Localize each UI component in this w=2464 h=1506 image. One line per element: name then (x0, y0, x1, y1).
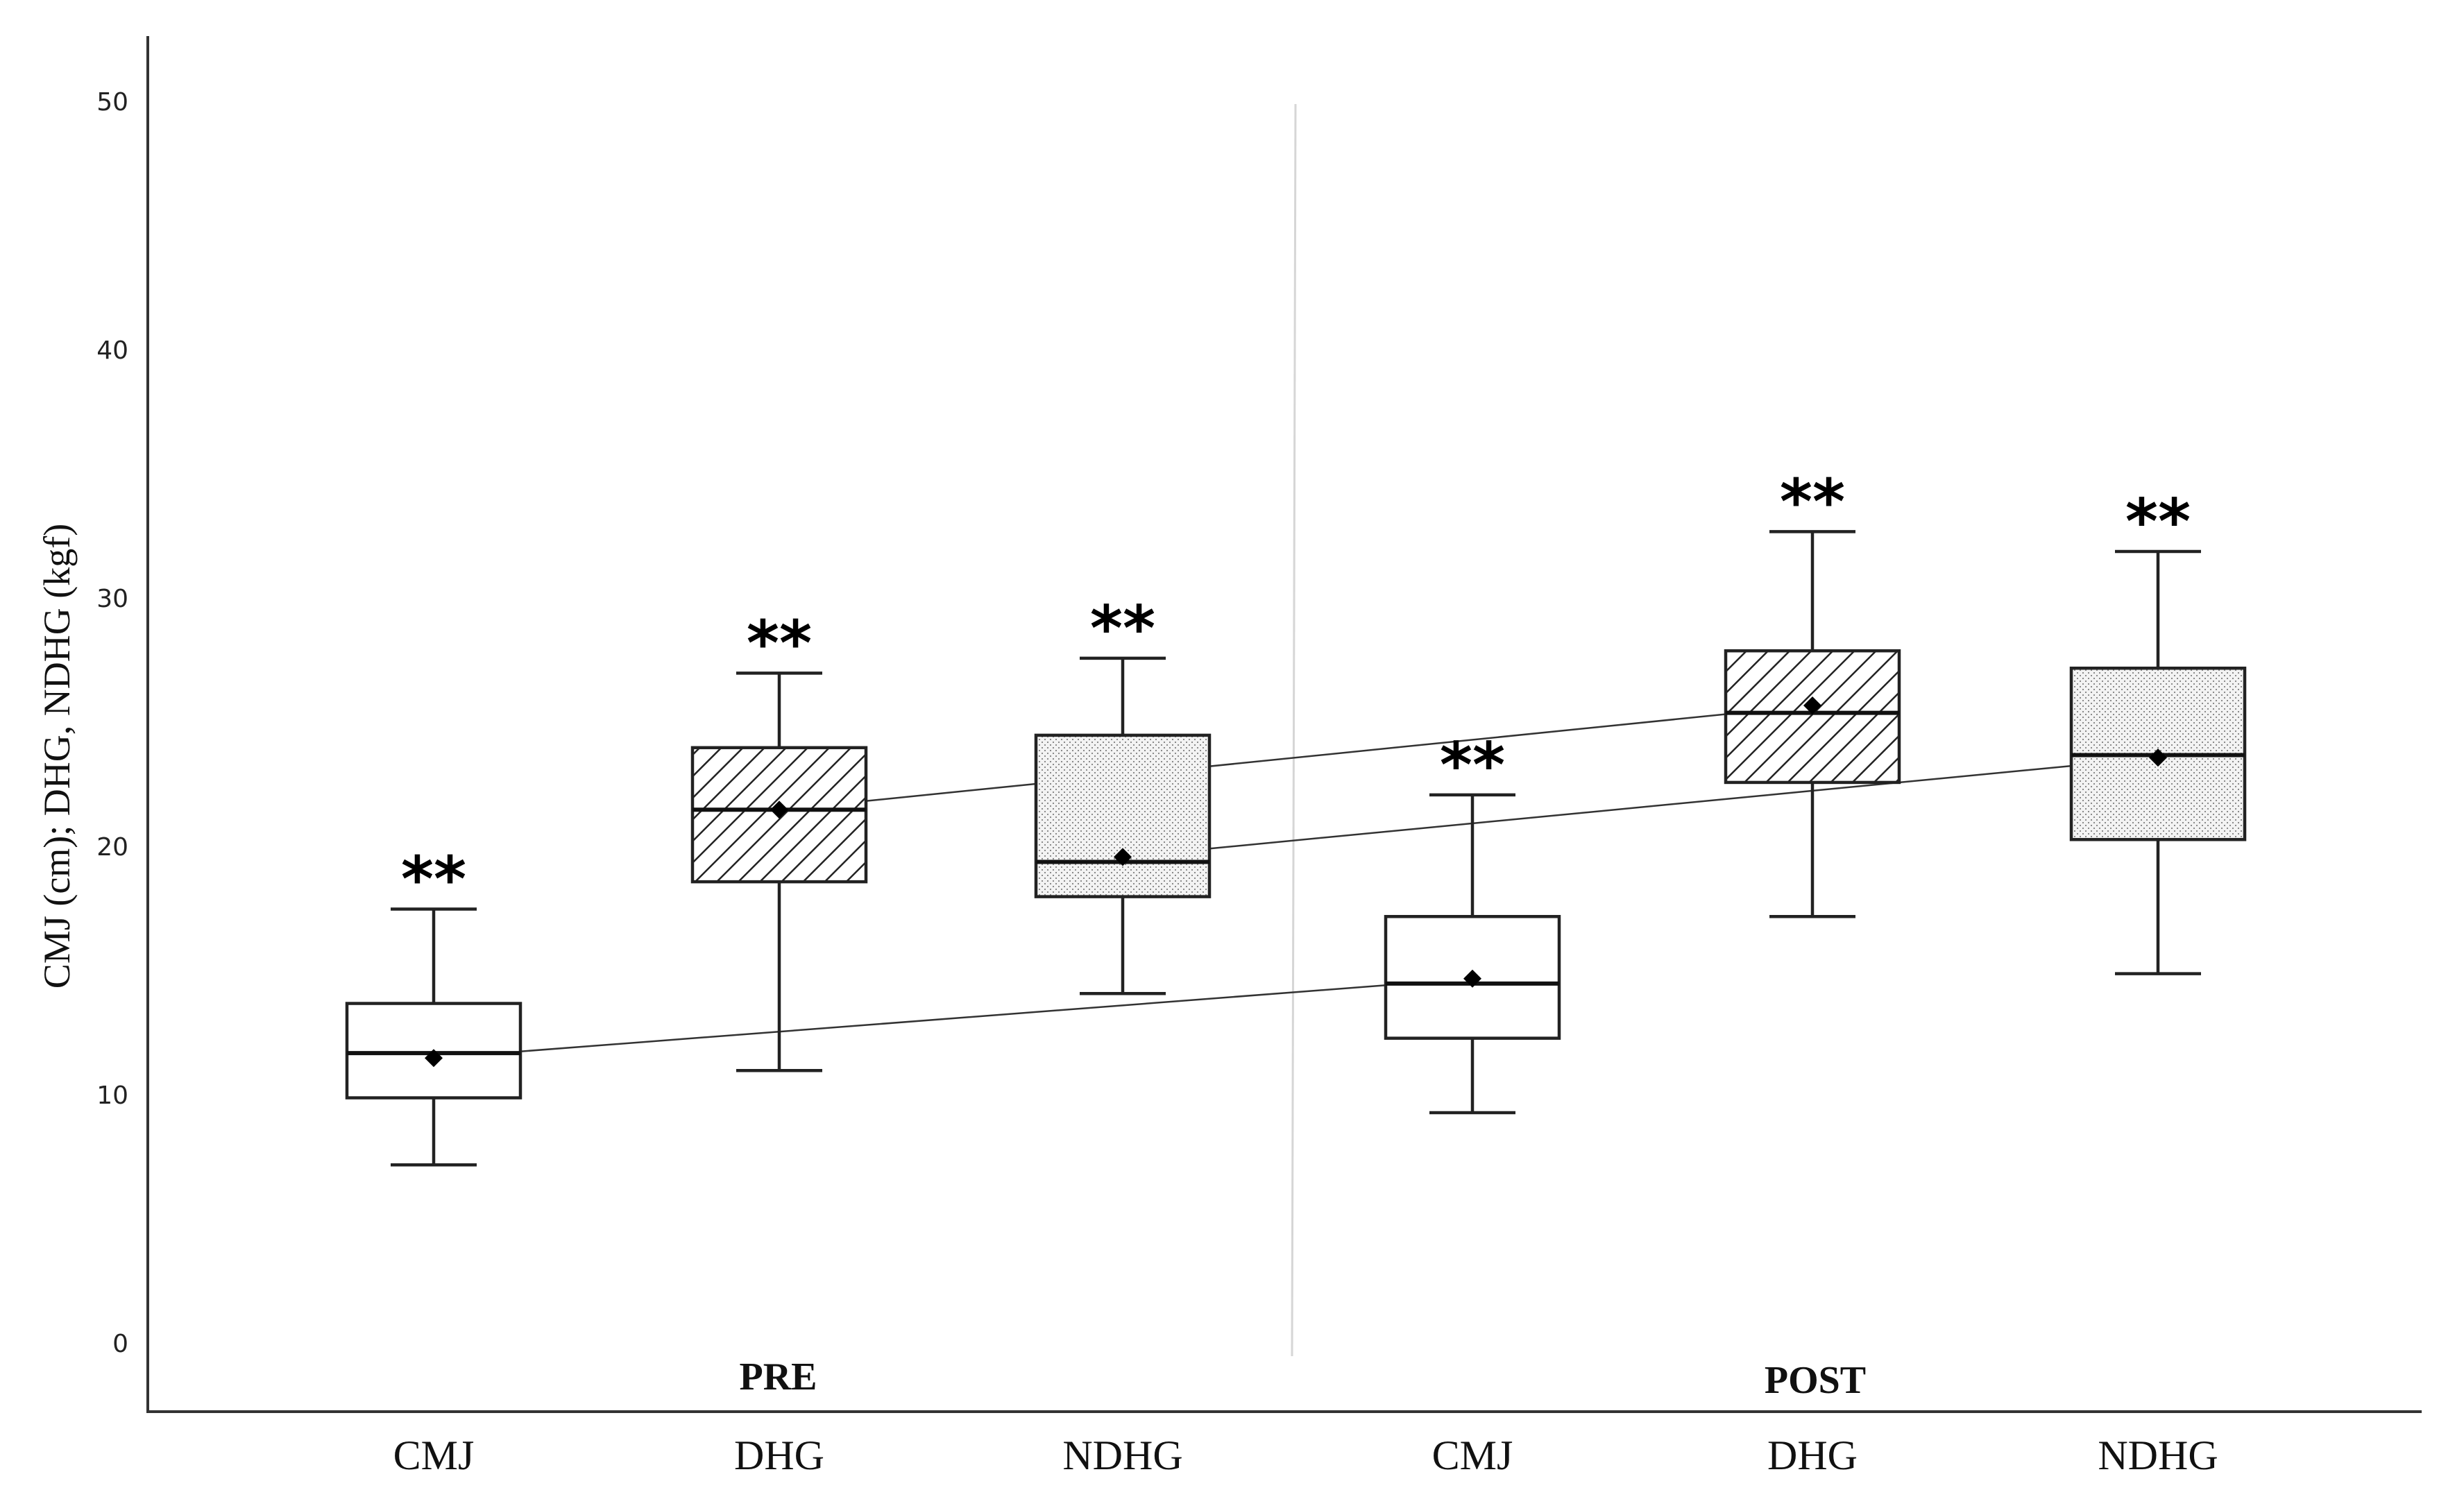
box-iqr (1724, 649, 1901, 785)
group-label-pre: PRE (740, 1355, 817, 1398)
mean-marker (2149, 748, 2167, 767)
mean-marker (1803, 696, 1821, 715)
x-tick-label: NDHG (2098, 1432, 2218, 1478)
significance-marker: ** (747, 607, 812, 680)
group-divider (1291, 103, 1297, 1357)
box-cmj: ** (1384, 729, 1561, 1115)
y-tick-label: 30 (96, 585, 128, 613)
y-tick-label: 40 (96, 336, 128, 365)
mean-marker (425, 1049, 443, 1068)
mean-line (779, 704, 1813, 811)
y-tick-label: 10 (96, 1081, 128, 1110)
boxes: ** ** ** ** ** ** (345, 465, 2247, 1167)
significance-marker: ** (1440, 729, 1505, 802)
box-ndhg: ** (1034, 592, 1212, 995)
box-iqr (1034, 733, 1212, 898)
mean-line (433, 977, 1473, 1059)
mean-marker (1114, 848, 1132, 866)
y-axis-label: CMJ (cm); DHG, NDHG (kgf) (36, 524, 78, 989)
group-label-post: POST (1765, 1359, 1866, 1402)
x-tick-label: DHG (734, 1432, 824, 1478)
y-tick-label: 50 (96, 88, 128, 117)
x-tick-label: CMJ (1432, 1432, 1513, 1478)
mean-marker (770, 801, 788, 819)
significance-marker: ** (1780, 465, 1845, 538)
x-tick-label: DHG (1767, 1432, 1858, 1478)
box-dhg: ** (1724, 465, 1901, 918)
box-ndhg: ** (2069, 486, 2247, 975)
x-tick-label: NDHG (1062, 1432, 1182, 1478)
x-tick-label: CMJ (393, 1432, 475, 1478)
significance-marker: ** (401, 844, 466, 916)
y-tick-label: 20 (96, 833, 128, 862)
box-dhg: ** (690, 607, 868, 1072)
y-tick-label: 0 (112, 1330, 128, 1358)
box-iqr (345, 1002, 522, 1099)
significance-marker: ** (1090, 592, 1155, 665)
significance-marker: ** (2125, 486, 2191, 558)
mean-line (1122, 756, 2159, 858)
mean-trend-lines (433, 704, 2159, 1059)
box-cmj: ** (345, 844, 522, 1167)
category-labels: CMJ DHG NDHG CMJ DHG NDHG PRE POST (393, 1355, 2218, 1478)
mean-marker (1463, 969, 1481, 988)
y-tick-labels: 0 10 20 30 40 50 (96, 88, 128, 1358)
